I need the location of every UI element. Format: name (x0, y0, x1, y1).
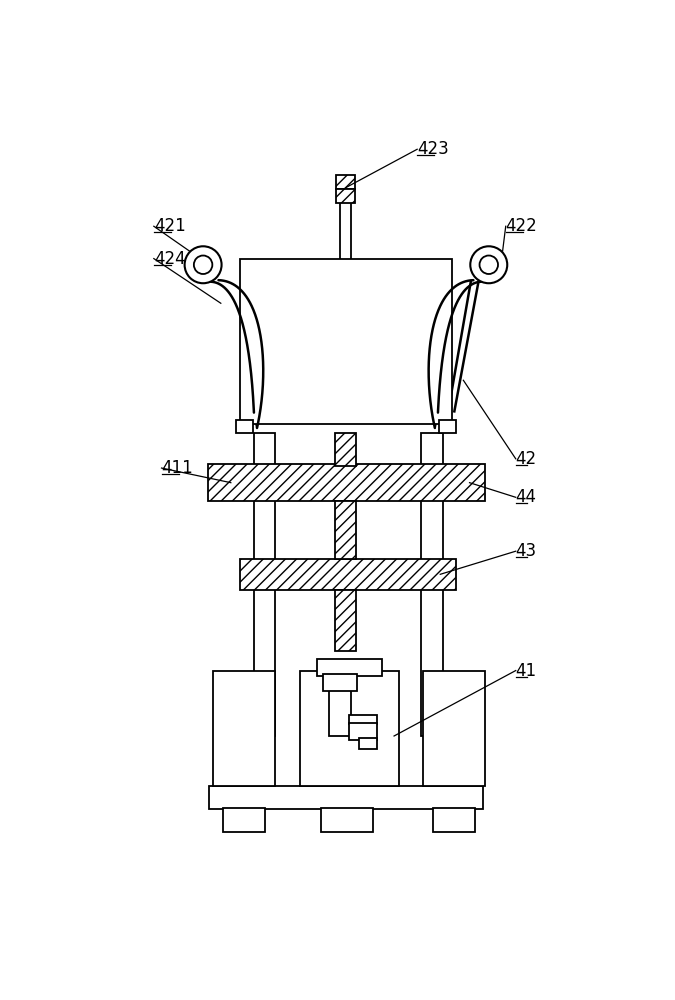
Text: 423: 423 (417, 140, 449, 158)
Bar (321, 808, 373, 832)
Text: 43: 43 (516, 542, 537, 560)
Circle shape (185, 246, 221, 283)
Bar (421, 433, 443, 736)
Bar (209, 786, 483, 809)
Bar (335, 433, 356, 466)
Bar (350, 715, 377, 724)
Bar (350, 723, 377, 740)
Bar (323, 674, 357, 691)
Bar (358, 738, 377, 749)
Bar (336, 175, 355, 189)
Bar (335, 590, 356, 651)
Text: 424: 424 (154, 250, 186, 268)
Bar (423, 671, 485, 786)
Bar (433, 808, 475, 832)
Bar (317, 659, 382, 676)
Bar (300, 671, 399, 786)
Bar (439, 420, 456, 433)
Bar (223, 808, 265, 832)
Bar (213, 671, 275, 786)
Bar (335, 501, 356, 559)
Text: 411: 411 (161, 459, 193, 477)
Text: 422: 422 (506, 217, 537, 235)
Circle shape (479, 256, 498, 274)
Bar (236, 420, 253, 433)
Circle shape (470, 246, 507, 283)
Bar (254, 433, 275, 736)
Bar (329, 676, 351, 736)
Text: 41: 41 (516, 662, 537, 680)
Circle shape (194, 256, 213, 274)
Bar (340, 188, 351, 336)
Text: 42: 42 (516, 450, 537, 468)
Bar (240, 259, 452, 424)
Text: 44: 44 (516, 488, 537, 506)
Text: 421: 421 (154, 217, 186, 235)
Bar (240, 559, 456, 590)
Bar (336, 189, 355, 203)
Bar (208, 464, 485, 501)
